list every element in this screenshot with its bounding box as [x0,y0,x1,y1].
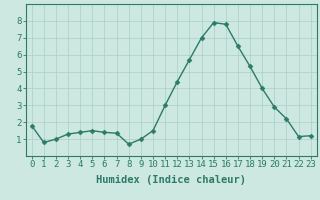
X-axis label: Humidex (Indice chaleur): Humidex (Indice chaleur) [96,175,246,185]
